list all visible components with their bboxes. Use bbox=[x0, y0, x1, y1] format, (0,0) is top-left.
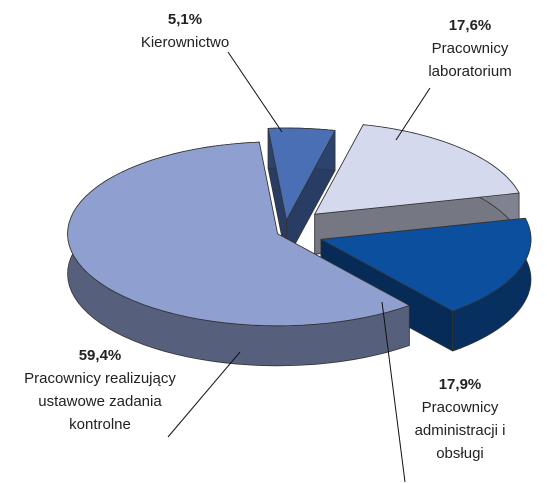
leader-line bbox=[395, 87, 431, 141]
value-label: 5,1% bbox=[167, 11, 203, 28]
category-label: Pracownicy administracji i obsługi bbox=[414, 399, 506, 462]
pie-slice bbox=[67, 141, 410, 327]
category-label: Pracownicy laboratorium bbox=[428, 40, 512, 80]
value-label: 17,9% bbox=[438, 376, 482, 393]
value-label: 17,6% bbox=[448, 17, 492, 34]
slice-label: 17,6% Pracownicy laboratorium bbox=[420, 14, 520, 83]
leader-line bbox=[227, 51, 283, 133]
category-label: Kierownictwo bbox=[140, 34, 230, 51]
pie-slice bbox=[320, 217, 532, 312]
pie-slice bbox=[267, 127, 336, 221]
slice-label: 17,9% Pracownicy administracji i obsługi bbox=[405, 373, 515, 465]
leader-line bbox=[167, 351, 241, 438]
pie-slice bbox=[314, 124, 520, 215]
value-label: 59,4% bbox=[78, 347, 122, 364]
slice-label: 5,1% Kierownictwo bbox=[105, 8, 265, 54]
slice-label: 59,4% Pracownicy realizujący ustawowe zad… bbox=[15, 344, 185, 436]
leader-line bbox=[381, 301, 406, 483]
slices bbox=[67, 124, 532, 367]
category-label: Pracownicy realizujący ustawowe zadania … bbox=[24, 370, 176, 433]
